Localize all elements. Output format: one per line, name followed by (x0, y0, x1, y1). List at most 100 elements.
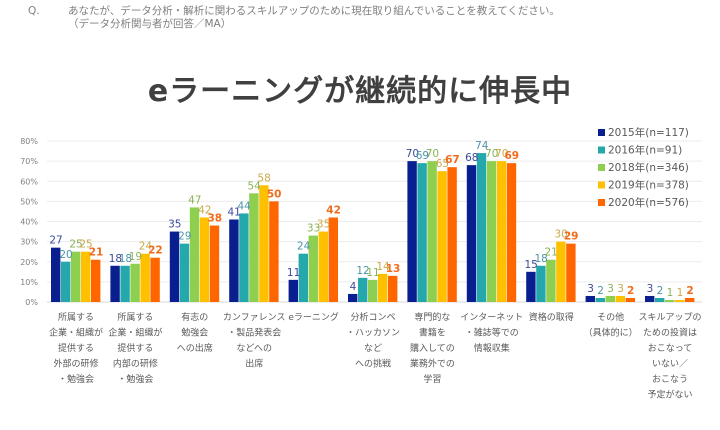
bar (536, 265, 546, 302)
data-label: 21 (545, 247, 558, 259)
data-label: 22 (148, 245, 163, 257)
bar (209, 225, 220, 302)
bar (388, 275, 398, 302)
legend-swatch (598, 199, 605, 206)
x-category-label-line: 購入しての (410, 342, 455, 354)
bar (595, 297, 605, 302)
data-label: 47 (188, 194, 201, 206)
y-tick-label: 50% (20, 197, 38, 206)
data-label: 3 (617, 283, 624, 295)
bar (476, 153, 487, 302)
data-label: 11 (287, 267, 300, 279)
bar (685, 297, 695, 302)
data-label: 41 (228, 206, 241, 218)
bar (348, 293, 358, 302)
x-category-label-line: スキルアップの (638, 312, 701, 323)
x-category-label: その他 （具体的に） (584, 311, 638, 339)
data-label: 15 (525, 259, 538, 271)
bar (288, 279, 298, 302)
y-tick-label: 60% (20, 177, 38, 186)
data-label: 70 (485, 148, 498, 160)
x-category-label-line: おこなって (648, 343, 693, 354)
y-tick-label: 40% (20, 218, 38, 227)
gridlines (47, 140, 702, 303)
data-label: 50 (267, 188, 282, 200)
data-label: 35 (317, 219, 330, 231)
x-category-label-line: 学習 (423, 373, 441, 385)
data-label: 68 (465, 152, 478, 164)
bar (318, 231, 328, 302)
y-tick-label: 10% (20, 278, 38, 287)
bar (169, 231, 180, 302)
bar (120, 265, 130, 302)
bar (506, 163, 517, 302)
bar (140, 253, 150, 302)
bar (81, 251, 91, 302)
legend-swatch (598, 129, 605, 136)
legend-label: 2020年(n=576) (608, 196, 689, 209)
data-label: 2 (657, 285, 664, 297)
bar (585, 295, 595, 302)
x-category-label-line: 所属する (58, 312, 94, 323)
x-category-label-line: ための投資は (643, 327, 697, 339)
y-tick-label: 70% (20, 157, 38, 166)
data-label: 1 (677, 287, 684, 299)
x-category-label: 分析コンペ・ハッカソンなどへの挑戦 (346, 311, 400, 370)
data-label: 27 (49, 235, 62, 247)
data-label: 58 (258, 172, 271, 184)
x-category-label-line: 有志の (181, 311, 208, 323)
bar (199, 217, 210, 302)
x-category-label-line: 専門的な (414, 311, 450, 323)
x-category-label: 所属する企業・組織が提供する内部の研修・勉強会 (108, 312, 162, 385)
x-category-label-line: などへの (236, 343, 272, 354)
bar (239, 213, 249, 302)
bar (655, 297, 665, 302)
bar (417, 163, 427, 302)
x-category-label-line: インターネット (460, 312, 523, 323)
x-category-label-line: ・勉強会 (117, 373, 153, 385)
bar (466, 165, 477, 302)
data-label: 3 (607, 283, 614, 295)
data-label: 1 (667, 287, 674, 299)
data-label: 69 (504, 150, 519, 162)
x-category-label-line: eラーニング (288, 311, 339, 323)
data-label: 2 (597, 285, 604, 297)
question-text: あなたが、データ分析・解析に関わるスキルアップのために現在取り組んでいることを教… (68, 5, 560, 17)
x-category-label-line: 外部の研修 (53, 358, 98, 370)
x-category-label: 専門的な書籍を購入しての業務外での学習 (410, 311, 455, 385)
data-label: 24 (297, 241, 311, 253)
data-label: 67 (445, 154, 460, 166)
data-label: 35 (168, 219, 181, 231)
data-label: 4 (350, 281, 357, 293)
bar (259, 185, 269, 302)
bar (437, 171, 447, 302)
bar (407, 161, 417, 302)
x-category-label-line: 勉強会 (181, 327, 208, 339)
bar (269, 201, 279, 302)
x-category-label: スキルアップのための投資はおこなっていない／ おこなう予定がない (638, 312, 701, 401)
data-label: 20 (59, 249, 72, 261)
bar (526, 271, 536, 302)
bar (615, 295, 625, 302)
x-category-label-line: 予定がない (647, 389, 692, 401)
bar (179, 243, 190, 302)
legend-label: 2015年(n=117) (608, 126, 689, 139)
data-label: 11 (366, 267, 379, 279)
data-label: 3 (647, 283, 654, 295)
data-label: 24 (139, 241, 153, 253)
data-label: 70 (426, 148, 439, 160)
data-label: 25 (79, 239, 92, 251)
x-category-label-line: その他 (597, 311, 624, 323)
bar (358, 277, 368, 302)
x-category-label-line: 内部の研修 (113, 358, 158, 370)
legend: 2015年(n=117) 2016年(n=91) 2018年(n=346) 2019年… (598, 126, 689, 209)
y-tick-label: 30% (20, 238, 38, 247)
x-category-label-line: 企業・組織が (49, 327, 103, 339)
x-category-label-line: ・ハッカソン (346, 328, 400, 339)
y-tick-label: 0% (25, 298, 38, 307)
x-category-label-line: 業務外での (410, 358, 455, 370)
bar (496, 161, 507, 302)
data-label: 2 (686, 285, 693, 297)
x-category-label-line: いない／ (652, 359, 688, 370)
x-category-label-line: 所属する (117, 312, 153, 323)
